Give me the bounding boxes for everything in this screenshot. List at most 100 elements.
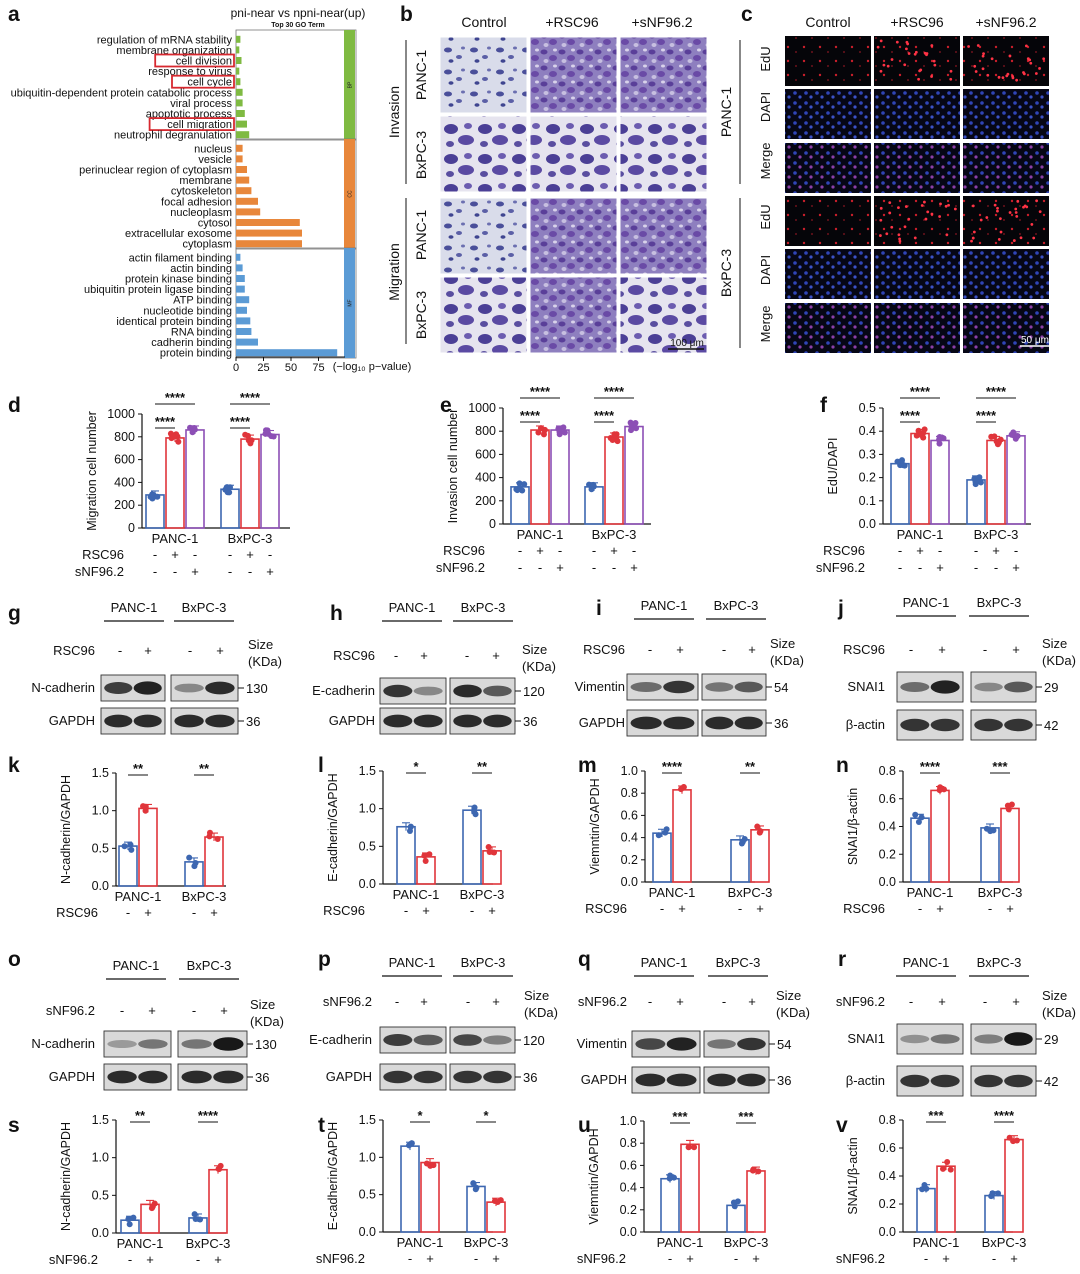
edu-positive-nucleus bbox=[939, 202, 942, 206]
fluorescence-image bbox=[785, 196, 871, 246]
y-tick-label: 400 bbox=[475, 471, 496, 485]
data-point bbox=[739, 838, 746, 845]
condition-label: sNF96.2 bbox=[836, 1251, 885, 1266]
data-point bbox=[912, 811, 919, 818]
blot-lane-mark: + bbox=[144, 643, 152, 658]
go-bar bbox=[236, 187, 252, 195]
blot-band bbox=[383, 714, 413, 728]
edu-positive-nucleus bbox=[924, 217, 928, 221]
data-point bbox=[915, 427, 922, 434]
panel-label-q: q bbox=[578, 948, 591, 971]
significance-stars: **** bbox=[900, 408, 921, 423]
data-point bbox=[989, 1190, 996, 1197]
go-group-tag-cc: CC bbox=[348, 190, 354, 198]
blot-band bbox=[453, 714, 482, 728]
transwell-image bbox=[439, 197, 528, 275]
blot-band bbox=[483, 685, 512, 697]
edu-positive-nucleus bbox=[996, 206, 999, 210]
blot-band bbox=[483, 1035, 512, 1045]
data-point bbox=[175, 438, 182, 445]
go-term-highlight bbox=[148, 117, 235, 131]
blot-band bbox=[174, 683, 204, 693]
blot-band bbox=[413, 1034, 443, 1046]
edu-positive-nucleus bbox=[898, 239, 902, 243]
condition-mark: - bbox=[592, 560, 596, 575]
b-col-control: Control bbox=[461, 14, 506, 30]
panel-label-v: v bbox=[836, 1114, 848, 1137]
blot-i: i PANC-1 BxPC-3 RSC96 - + - + Size (KDa) Vimentin 5… bbox=[575, 597, 804, 737]
blot-band bbox=[974, 1074, 1003, 1088]
edu-positive-nucleus bbox=[903, 225, 907, 229]
bar bbox=[396, 825, 416, 885]
significance-stars: **** bbox=[594, 408, 615, 423]
transwell-image bbox=[619, 276, 708, 354]
quantification-charts: d 0 200 400 600 800 1000 Migration cell number P… bbox=[8, 384, 1031, 1267]
go-term-label: actin binding bbox=[170, 263, 232, 275]
fluorescence-image bbox=[963, 143, 1049, 193]
blot-band bbox=[974, 682, 1003, 692]
condition-mark: + bbox=[214, 1252, 222, 1267]
edu-positive-nucleus bbox=[879, 206, 883, 210]
data-point bbox=[128, 846, 135, 853]
y-tick-label: 0.2 bbox=[859, 471, 876, 485]
condition-mark: - bbox=[668, 1251, 672, 1266]
data-point bbox=[191, 1211, 198, 1218]
y-tick-label: 0.0 bbox=[92, 1226, 109, 1240]
data-point bbox=[149, 491, 156, 498]
edu-positive-nucleus bbox=[944, 204, 948, 208]
bar bbox=[466, 1185, 486, 1233]
blot-size-value: 54 bbox=[774, 680, 788, 695]
significance-stars: **** bbox=[994, 1108, 1015, 1123]
condition-mark: - bbox=[974, 560, 978, 575]
blot-cell-line: BxPC-3 bbox=[461, 955, 506, 970]
edu-positive-nucleus bbox=[1001, 76, 1005, 80]
y-tick-label: 0.0 bbox=[359, 1225, 376, 1239]
y-tick-label: 1.5 bbox=[92, 1113, 109, 1127]
blot-size-unit: (KDa) bbox=[1042, 653, 1076, 668]
y-tick-label: 0.3 bbox=[859, 447, 876, 461]
bar bbox=[730, 839, 750, 883]
fluorescence-image bbox=[785, 89, 871, 139]
condition-mark: - bbox=[612, 560, 616, 575]
panel-label-m: m bbox=[578, 754, 597, 777]
condition-mark: + bbox=[146, 1252, 154, 1267]
blot-lane-mark: + bbox=[938, 642, 946, 657]
y-tick-label: 0.0 bbox=[92, 879, 109, 893]
condition-label: sNF96.2 bbox=[75, 564, 124, 579]
condition-label: sNF96.2 bbox=[577, 1251, 626, 1266]
bar bbox=[746, 1170, 766, 1233]
condition-mark: - bbox=[153, 547, 157, 562]
blot-band bbox=[483, 1070, 512, 1084]
blot-band bbox=[213, 1037, 244, 1051]
condition-label: RSC96 bbox=[56, 905, 98, 920]
panel-label-k: k bbox=[8, 754, 20, 777]
blot-size-value: 36 bbox=[774, 716, 788, 731]
y-tick-label: 0.8 bbox=[879, 1113, 896, 1127]
category-label: BxPC-3 bbox=[186, 1236, 231, 1251]
go-bar bbox=[236, 155, 243, 163]
go-term-label: regulation of mRNA stability bbox=[97, 34, 233, 46]
edu-positive-nucleus bbox=[1029, 61, 1033, 65]
y-axis-label: E-cadherin/GAPDH bbox=[326, 1122, 340, 1230]
data-point bbox=[915, 818, 922, 825]
edu-positive-nucleus bbox=[1012, 239, 1016, 242]
y-tick-label: 0.5 bbox=[92, 1188, 109, 1202]
data-point bbox=[609, 437, 616, 444]
data-point bbox=[491, 849, 498, 856]
blot-cell-line: BxPC-3 bbox=[714, 598, 759, 613]
y-tick-label: 800 bbox=[475, 424, 496, 438]
condition-mark: + bbox=[752, 1251, 760, 1266]
condition-mark: + bbox=[686, 1251, 694, 1266]
blot-lane-mark: - bbox=[722, 994, 726, 1009]
y-axis-label: N-cadherin/GAPDH bbox=[59, 1122, 73, 1231]
edu-positive-nucleus bbox=[919, 68, 923, 72]
condition-label: RSC96 bbox=[823, 543, 865, 558]
blot-lane-mark: - bbox=[983, 994, 987, 1009]
data-point bbox=[921, 426, 928, 433]
go-bar bbox=[236, 306, 247, 314]
data-point bbox=[977, 479, 984, 486]
blot-size-unit: (KDa) bbox=[522, 659, 556, 674]
blot-size-value: 36 bbox=[777, 1073, 791, 1088]
edu-positive-nucleus bbox=[967, 45, 970, 48]
